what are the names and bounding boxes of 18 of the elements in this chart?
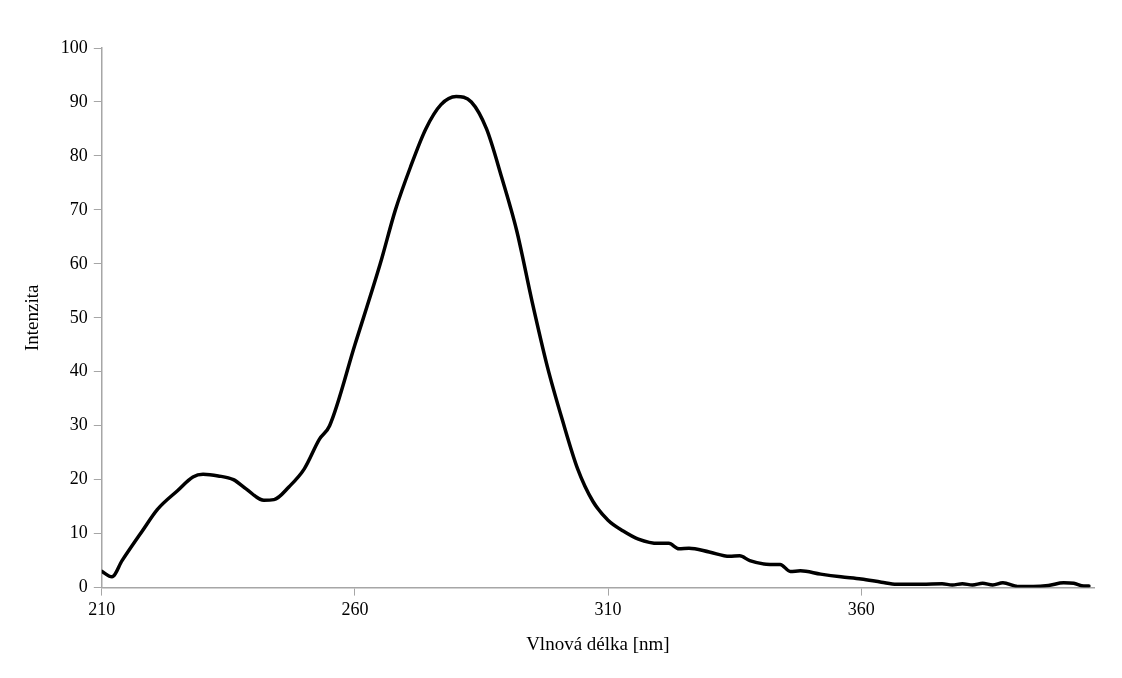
y-tick-label: 40 <box>69 360 88 381</box>
line-series <box>101 94 1091 588</box>
y-tick-label: 0 <box>78 576 88 597</box>
y-tick-label: 80 <box>69 144 88 165</box>
y-tick-label: 10 <box>69 522 88 543</box>
x-axis-title: Vlnová délka [nm] <box>526 632 670 654</box>
x-tick-label: 210 <box>88 599 116 620</box>
y-tick-label: 60 <box>69 252 88 273</box>
y-axis-title: Intenzita <box>21 284 43 352</box>
y-tick-label: 100 <box>60 36 88 57</box>
y-tick-label: 90 <box>69 90 88 111</box>
x-tick-label: 260 <box>341 599 369 620</box>
y-tick-label: 30 <box>69 414 88 435</box>
x-tick-label: 360 <box>847 599 875 620</box>
y-tick-label: 70 <box>69 198 88 219</box>
y-tick-label: 50 <box>69 306 88 327</box>
y-tick-label: 20 <box>69 468 88 489</box>
x-tick-label: 310 <box>594 599 622 620</box>
